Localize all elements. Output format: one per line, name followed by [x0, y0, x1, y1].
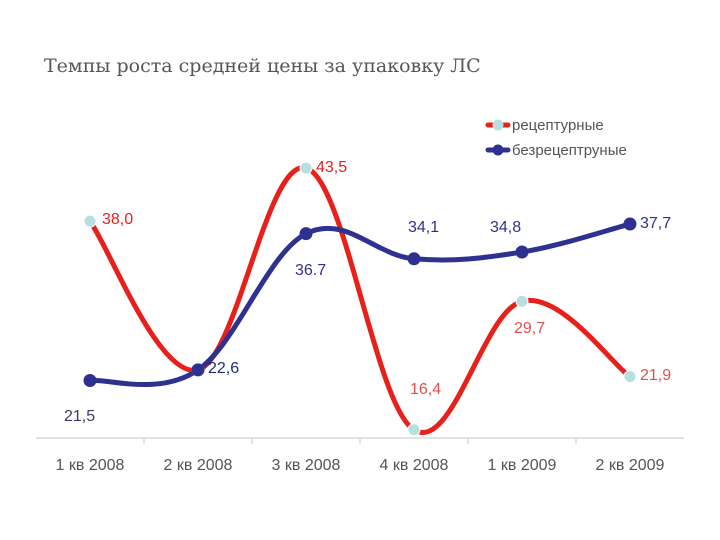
data-label: 22,6	[208, 360, 239, 377]
data-label: 21,5	[64, 408, 95, 425]
x-tick-label: 4 кв 2008	[380, 457, 449, 474]
x-tick-label: 3 кв 2008	[272, 457, 341, 474]
data-point-series-1	[407, 423, 421, 437]
data-point-series-2	[299, 227, 313, 241]
data-label: 21,9	[640, 367, 671, 384]
x-tick-label: 1 кв 2009	[488, 457, 557, 474]
x-axis: 1 кв 2008 2 кв 2008 3 кв 2008 4 кв 2008 1 кв…	[36, 437, 684, 474]
data-label: 37,7	[640, 215, 671, 232]
chart-title: Темпы роста средней цены за упаковку ЛС	[44, 55, 481, 77]
data-point-series-2	[407, 252, 421, 266]
x-tick-label: 1 кв 2008	[56, 457, 125, 474]
x-tick-label: 2 кв 2009	[596, 457, 665, 474]
x-tick-label: 2 кв 2008	[164, 457, 233, 474]
series-layer	[83, 161, 637, 437]
legend-swatch-marker	[492, 119, 504, 131]
data-point-series-1	[299, 161, 313, 175]
legend-label: рецептурные	[512, 117, 604, 134]
data-point-series-1	[623, 370, 637, 384]
data-labels: 38,0 43,5 16,4 29,7 21,9 21,5 22,6 36.7 34,1 34,8…	[64, 159, 671, 425]
data-point-series-2	[83, 374, 97, 388]
legend-swatch-marker	[492, 144, 504, 156]
legend: рецептурные безрецептруные	[485, 117, 627, 159]
data-label: 38,0	[102, 211, 133, 228]
data-point-series-2	[515, 245, 529, 259]
data-point-series-1	[515, 294, 529, 308]
data-label: 16,4	[410, 381, 441, 398]
data-label: 29,7	[514, 320, 545, 337]
data-label: 34,8	[490, 219, 521, 236]
data-point-series-2	[623, 217, 637, 231]
series-line-1	[87, 165, 633, 435]
data-point-series-2	[191, 363, 205, 377]
data-label: 43,5	[316, 159, 347, 176]
data-label: 36.7	[295, 262, 326, 279]
legend-label: безрецептруные	[512, 142, 627, 159]
data-point-series-1	[83, 214, 97, 228]
data-label: 34,1	[408, 219, 439, 236]
